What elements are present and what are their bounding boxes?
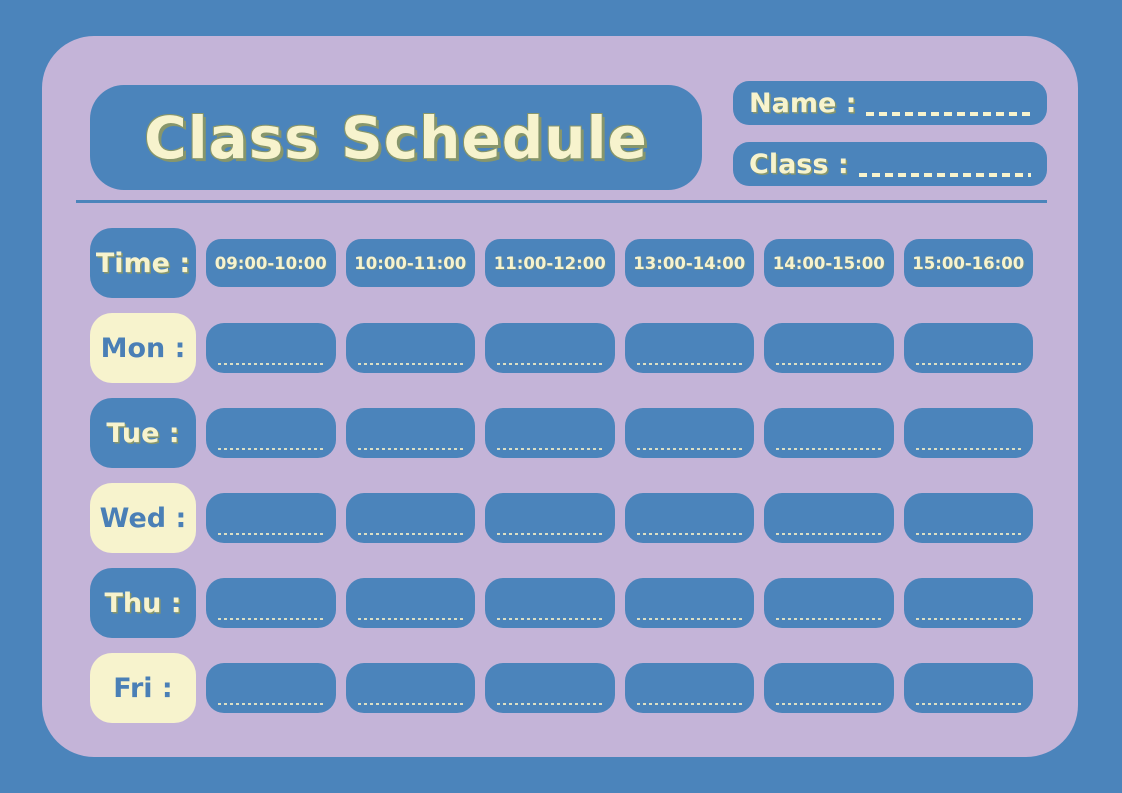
day-label-thu: Thu : — [90, 568, 196, 638]
schedule-cell-thu-1[interactable] — [345, 578, 475, 628]
write-in-line — [357, 448, 463, 450]
write-in-line — [357, 703, 463, 705]
write-in-line — [636, 703, 742, 705]
time-slot-1: 10:00-11:00 — [345, 239, 475, 287]
write-in-line — [497, 618, 603, 620]
schedule-cell-wed-1[interactable] — [345, 493, 475, 543]
schedule-cell-tue-1[interactable] — [345, 408, 475, 458]
schedule-cell-fri-5[interactable] — [903, 663, 1033, 713]
write-in-line — [497, 533, 603, 535]
class-input-line[interactable] — [858, 173, 1031, 177]
write-in-line — [357, 363, 463, 365]
day-label-fri: Fri : — [90, 653, 196, 723]
write-in-line — [636, 533, 742, 535]
schedule-cell-mon-2[interactable] — [485, 323, 615, 373]
class-field-label: Class : — [749, 148, 849, 180]
schedule-cell-thu-4[interactable] — [764, 578, 894, 628]
schedule-cell-mon-1[interactable] — [345, 323, 475, 373]
write-in-line — [915, 618, 1021, 620]
write-in-line — [776, 448, 882, 450]
time-slot-2: 11:00-12:00 — [485, 239, 615, 287]
schedule-cell-thu-5[interactable] — [903, 578, 1033, 628]
schedule-cell-tue-0[interactable] — [206, 408, 336, 458]
write-in-line — [636, 618, 742, 620]
write-in-line — [915, 703, 1021, 705]
day-label-mon: Mon : — [90, 313, 196, 383]
schedule-cell-mon-3[interactable] — [624, 323, 754, 373]
time-header-label: Time : — [90, 228, 196, 298]
name-field-label: Name : — [749, 87, 857, 119]
write-in-line — [357, 618, 463, 620]
schedule-cell-fri-3[interactable] — [624, 663, 754, 713]
schedule-cell-tue-3[interactable] — [624, 408, 754, 458]
write-in-line — [915, 363, 1021, 365]
write-in-line — [636, 363, 742, 365]
title-banner: Class Schedule — [90, 85, 702, 190]
write-in-line — [218, 533, 324, 535]
schedule-cell-fri-1[interactable] — [345, 663, 475, 713]
schedule-cell-thu-0[interactable] — [206, 578, 336, 628]
schedule-cell-wed-2[interactable] — [485, 493, 615, 543]
day-label-tue: Tue : — [90, 398, 196, 468]
time-slot-4: 14:00-15:00 — [764, 239, 894, 287]
write-in-line — [218, 618, 324, 620]
class-field[interactable]: Class : — [733, 142, 1047, 186]
page-title: Class Schedule — [144, 103, 648, 172]
write-in-line — [776, 363, 882, 365]
schedule-cell-tue-5[interactable] — [903, 408, 1033, 458]
schedule-cell-thu-2[interactable] — [485, 578, 615, 628]
write-in-line — [915, 448, 1021, 450]
write-in-line — [357, 533, 463, 535]
write-in-line — [636, 448, 742, 450]
write-in-line — [218, 448, 324, 450]
write-in-line — [497, 703, 603, 705]
write-in-line — [218, 363, 324, 365]
schedule-cell-wed-4[interactable] — [764, 493, 894, 543]
schedule-card: Class Schedule Name : Class : Time :09:0… — [42, 36, 1078, 757]
schedule-cell-mon-5[interactable] — [903, 323, 1033, 373]
header-divider — [76, 200, 1047, 203]
schedule-cell-wed-3[interactable] — [624, 493, 754, 543]
schedule-cell-thu-3[interactable] — [624, 578, 754, 628]
schedule-cell-wed-0[interactable] — [206, 493, 336, 543]
time-slot-3: 13:00-14:00 — [624, 239, 754, 287]
write-in-line — [218, 703, 324, 705]
write-in-line — [776, 618, 882, 620]
schedule-cell-tue-4[interactable] — [764, 408, 894, 458]
write-in-line — [497, 363, 603, 365]
schedule-cell-mon-0[interactable] — [206, 323, 336, 373]
schedule-grid: Time :09:00-10:00 10:00-11:00 11:00-12:00 1… — [90, 228, 1033, 723]
name-field[interactable]: Name : — [733, 81, 1047, 125]
write-in-line — [776, 533, 882, 535]
schedule-cell-fri-0[interactable] — [206, 663, 336, 713]
schedule-cell-fri-4[interactable] — [764, 663, 894, 713]
day-label-wed: Wed : — [90, 483, 196, 553]
write-in-line — [776, 703, 882, 705]
schedule-cell-fri-2[interactable] — [485, 663, 615, 713]
time-slot-0: 09:00-10:00 — [206, 239, 336, 287]
write-in-line — [915, 533, 1021, 535]
name-input-line[interactable] — [866, 112, 1031, 116]
schedule-cell-tue-2[interactable] — [485, 408, 615, 458]
time-slot-5: 15:00-16:00 — [903, 239, 1033, 287]
schedule-cell-mon-4[interactable] — [764, 323, 894, 373]
write-in-line — [497, 448, 603, 450]
schedule-cell-wed-5[interactable] — [903, 493, 1033, 543]
